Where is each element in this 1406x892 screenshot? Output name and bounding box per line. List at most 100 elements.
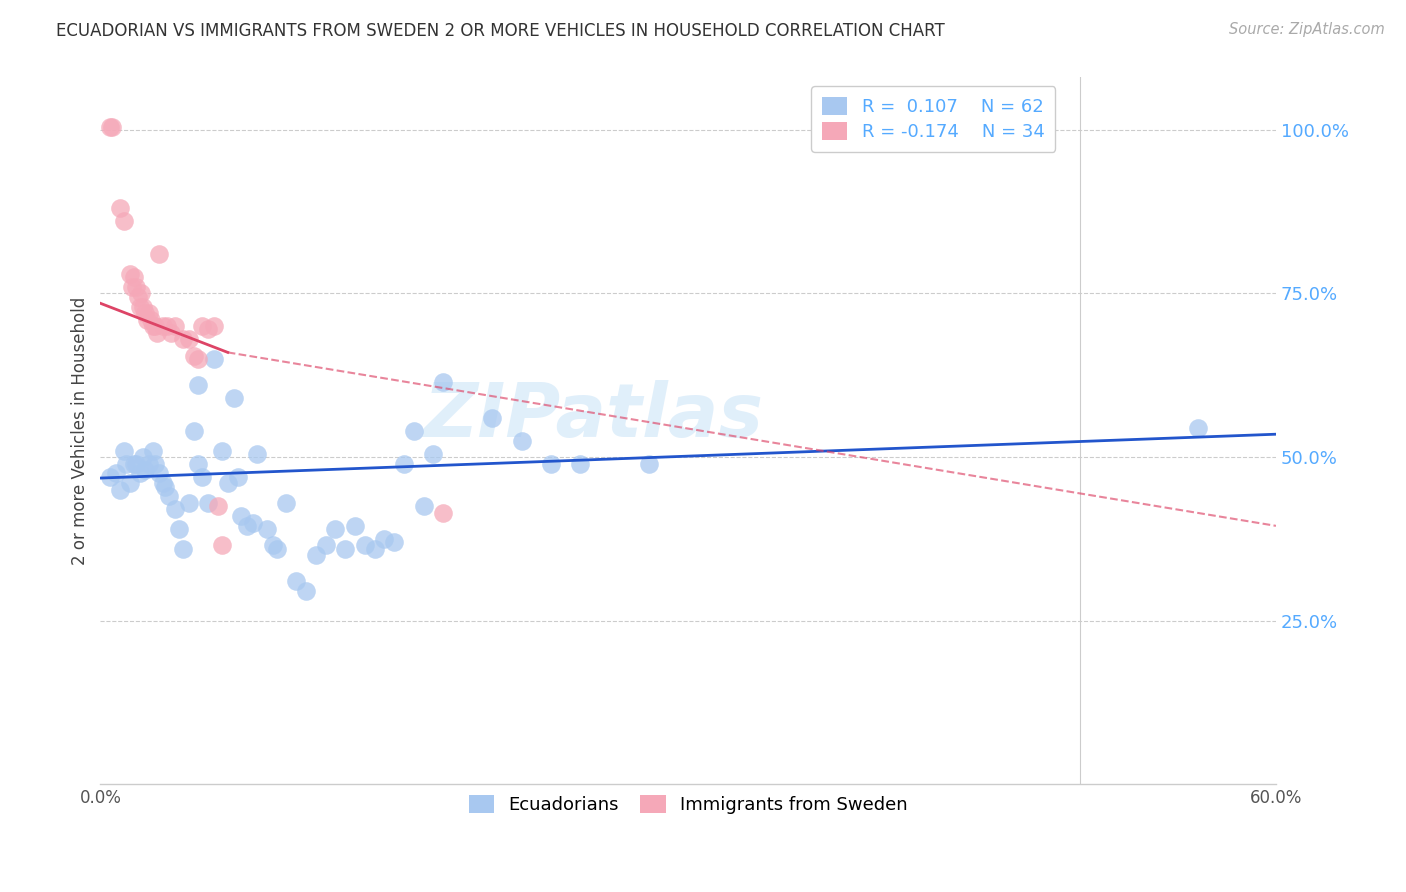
Point [152,319,174,334]
Point [187,457,209,471]
Point [112,214,135,228]
Point [101,120,124,134]
Point [242,516,264,530]
Point [540,457,562,471]
Point [105,467,128,481]
Point [98,469,121,483]
Point [202,351,225,366]
Point [167,522,190,536]
Point [132,300,155,314]
Legend: Ecuadorians, Immigrants from Sweden: Ecuadorians, Immigrants from Sweden [458,784,918,825]
Point [143,457,166,471]
Point [187,351,209,366]
Point [177,496,200,510]
Point [183,424,205,438]
Point [136,312,159,326]
Point [382,535,405,549]
Point [305,549,328,563]
Point [207,500,229,514]
Point [172,332,194,346]
Point [122,457,145,471]
Point [114,457,136,471]
Point [143,319,166,334]
Point [157,489,180,503]
Point [422,447,444,461]
Point [124,280,146,294]
Point [108,483,131,497]
Point [146,326,169,340]
Point [222,391,245,405]
Point [131,286,153,301]
Point [128,467,150,481]
Point [295,584,318,599]
Point [402,424,425,438]
Point [638,457,661,471]
Point [226,469,249,483]
Point [432,375,454,389]
Point [191,319,214,334]
Point [211,443,233,458]
Point [118,476,141,491]
Point [510,434,533,448]
Point [246,447,269,461]
Point [481,410,503,425]
Point [262,539,284,553]
Point [344,519,367,533]
Point [231,509,253,524]
Point [112,443,135,458]
Point [256,522,278,536]
Point [412,500,434,514]
Point [148,467,170,481]
Point [363,541,385,556]
Point [134,306,156,320]
Point [177,332,200,346]
Point [138,457,160,471]
Point [160,326,183,340]
Point [392,457,415,471]
Point [156,319,179,334]
Point [211,539,233,553]
Point [124,457,146,471]
Point [138,306,160,320]
Point [132,450,155,464]
Point [108,202,131,216]
Point [325,522,347,536]
Point [266,541,288,556]
Point [127,290,149,304]
Point [285,574,308,589]
Point [122,270,145,285]
Text: Source: ZipAtlas.com: Source: ZipAtlas.com [1229,22,1385,37]
Point [191,469,214,483]
Text: ZIPatlas: ZIPatlas [425,380,763,453]
Point [236,519,259,533]
Point [128,300,150,314]
Point [153,479,176,493]
Point [163,502,186,516]
Point [432,506,454,520]
Point [163,319,186,334]
Point [1187,420,1209,434]
Point [148,247,170,261]
Text: ECUADORIAN VS IMMIGRANTS FROM SWEDEN 2 OR MORE VEHICLES IN HOUSEHOLD CORRELATION: ECUADORIAN VS IMMIGRANTS FROM SWEDEN 2 O… [56,22,945,40]
Point [134,463,156,477]
Point [373,532,395,546]
Point [152,476,174,491]
Point [276,496,298,510]
Point [118,267,141,281]
Point [569,457,592,471]
Point [197,322,219,336]
Point [217,476,239,491]
Point [335,541,357,556]
Point [98,120,121,134]
Y-axis label: 2 or more Vehicles in Household: 2 or more Vehicles in Household [72,297,89,565]
Point [142,443,165,458]
Point [142,319,165,334]
Point [315,539,337,553]
Point [121,280,143,294]
Point [183,349,205,363]
Point [172,541,194,556]
Point [197,496,219,510]
Point [354,539,377,553]
Point [202,319,225,334]
Point [141,312,163,326]
